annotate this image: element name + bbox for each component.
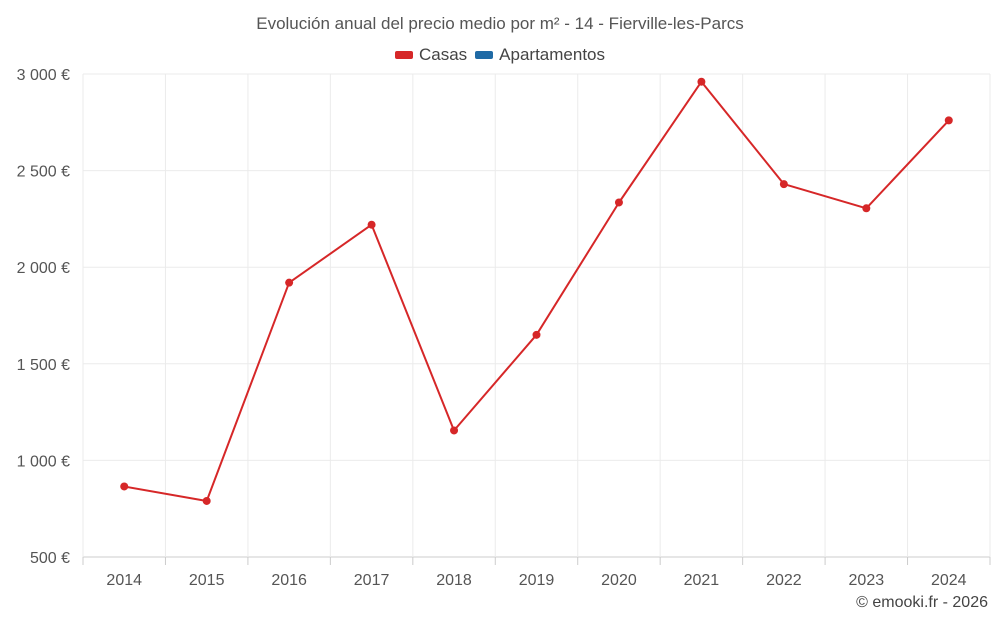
x-tick-label: 2019 [519, 572, 555, 589]
x-tick-label: 2024 [931, 572, 967, 589]
data-point-casas-2018 [450, 426, 459, 435]
data-point-casas-2023 [862, 204, 871, 213]
series-layer [120, 77, 953, 505]
data-point-casas-2021 [697, 77, 706, 86]
y-tick-label: 2 500 € [17, 164, 70, 181]
x-tick-label: 2018 [436, 572, 472, 589]
y-tick-label: 2 000 € [17, 260, 70, 277]
x-tick-label: 2020 [601, 572, 637, 589]
y-tick-label: 1 500 € [17, 357, 70, 374]
data-point-casas-2022 [779, 180, 788, 189]
data-point-casas-2015 [202, 496, 211, 505]
x-tick-label: 2014 [106, 572, 142, 589]
data-point-casas-2019 [532, 330, 541, 339]
x-tick-label: 2023 [849, 572, 885, 589]
data-point-casas-2014 [120, 482, 129, 491]
x-tick-label: 2016 [271, 572, 307, 589]
legend-item-apartamentos[interactable]: Apartamentos [475, 45, 605, 65]
data-point-casas-2020 [614, 198, 623, 207]
x-tick-label: 2017 [354, 572, 390, 589]
legend-swatch-casas [394, 51, 413, 59]
data-point-casas-2016 [285, 278, 294, 287]
y-tick-label: 1 000 € [17, 453, 70, 470]
grid-layer [82, 73, 991, 558]
data-point-casas-2017 [367, 220, 376, 229]
y-tick-label: 500 € [30, 550, 70, 567]
legend-label-apartamentos: Apartamentos [499, 45, 606, 64]
data-point-casas-2024 [944, 116, 953, 125]
x-tick-label: 2021 [684, 572, 720, 589]
credit-text: © emooki.fr - 2026 [856, 594, 988, 611]
y-tick-label: 3 000 € [17, 67, 70, 84]
x-tick-label: 2015 [189, 572, 225, 589]
legend-swatch-apartamentos [475, 51, 494, 59]
x-tick-label: 2022 [766, 572, 802, 589]
chart-title: Evolución anual del precio medio por m² … [256, 14, 744, 33]
legend-item-casas[interactable]: Casas [394, 45, 468, 65]
legend-label-casas: Casas [418, 45, 468, 64]
chart-legend: Casas Apartamentos [0, 45, 1000, 65]
axis-layer: 500 € 1 000 € 1 500 € 2 000 € 2 500 € 3 000 €… [17, 67, 991, 589]
